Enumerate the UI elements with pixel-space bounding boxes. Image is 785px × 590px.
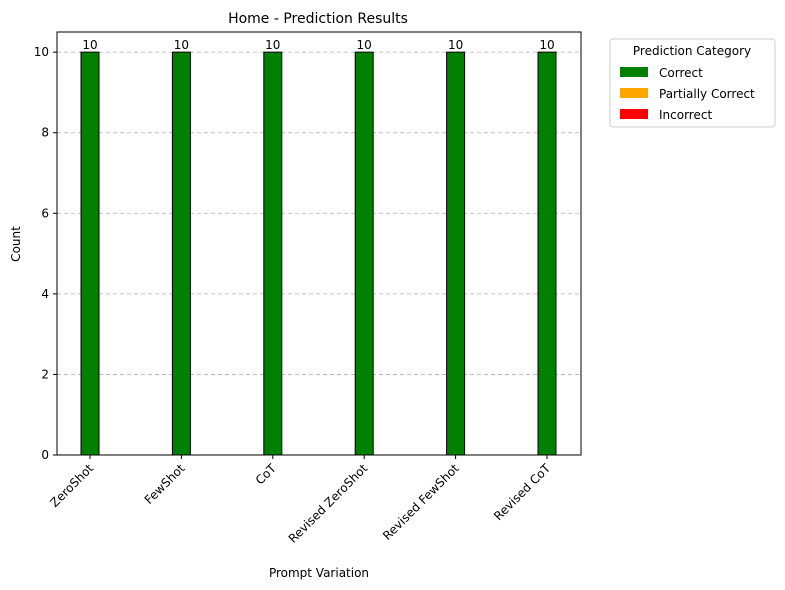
- y-axis-ticks: 0 2 4 6 8 10: [34, 45, 57, 462]
- y-tick-label: 8: [41, 126, 49, 140]
- bar-value-label: 10: [539, 38, 554, 52]
- bar-value-label: 10: [265, 38, 280, 52]
- legend-swatch-incorrect: [620, 109, 648, 119]
- bar-value-label: 10: [448, 38, 463, 52]
- legend-swatch-partially-correct: [620, 88, 648, 98]
- x-axis-label: Prompt Variation: [269, 566, 369, 580]
- chart-title: Home - Prediction Results: [228, 11, 408, 27]
- legend-entry: Correct: [659, 66, 703, 80]
- bar-correct: [354, 51, 374, 456]
- legend-title: Prediction Category: [633, 44, 751, 58]
- y-tick-label: 6: [41, 206, 49, 220]
- legend-entry: Partially Correct: [659, 87, 755, 101]
- bar-value-label: 10: [174, 38, 189, 52]
- x-tick-label: Revised CoT: [491, 461, 554, 524]
- bar-value-label: 10: [82, 38, 97, 52]
- bars: [80, 51, 557, 456]
- bar-correct: [263, 51, 283, 456]
- x-tick-label: FewShot: [142, 461, 188, 507]
- y-tick-label: 10: [34, 45, 49, 59]
- data-labels: 10 10 10 10 10 10: [82, 38, 554, 52]
- bar-value-label: 10: [357, 38, 372, 52]
- y-axis-label: Count: [9, 226, 23, 262]
- y-tick-label: 2: [41, 367, 49, 381]
- plot-frame: [56, 31, 582, 456]
- bar-correct: [80, 51, 100, 456]
- y-tick-label: 4: [41, 287, 49, 301]
- x-tick-label: Revised FewShot: [380, 461, 462, 543]
- x-axis-ticks: ZeroShot FewShot CoT Revised ZeroShot Revise…: [47, 455, 554, 546]
- bar-correct: [171, 51, 191, 456]
- legend-box: [609, 38, 776, 128]
- grid-lines: [57, 51, 581, 375]
- legend-swatch-correct: [620, 67, 648, 77]
- bar-correct: [446, 51, 466, 456]
- y-tick-label: 0: [41, 448, 49, 462]
- x-tick-label: Revised ZeroShot: [286, 461, 371, 546]
- legend: Prediction Category Correct Partially Cor…: [609, 38, 776, 128]
- legend-entry: Incorrect: [659, 108, 712, 122]
- x-tick-label: CoT: [253, 461, 280, 488]
- bar-correct: [537, 51, 557, 456]
- x-tick-label: ZeroShot: [47, 461, 96, 510]
